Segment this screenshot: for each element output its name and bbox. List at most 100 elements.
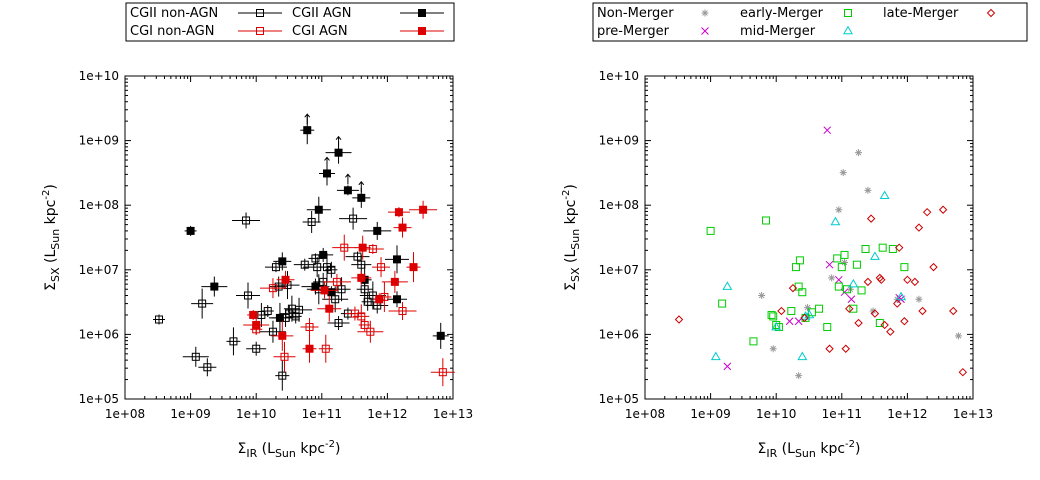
series-cgii-agn (184, 113, 449, 349)
y-tick-label: 1e+05 (79, 392, 119, 406)
data-point (710, 351, 721, 361)
data-point (777, 306, 786, 316)
data-point (762, 216, 771, 225)
y-axis-label: ΣSX (LSun kpc-2) (561, 184, 582, 291)
data-point (155, 315, 164, 324)
legend-marker (256, 9, 264, 17)
x-tick-label: 1e+08 (105, 407, 145, 421)
data-point (922, 207, 932, 217)
legend-label: CGI AGN (292, 24, 348, 39)
data-point (390, 277, 399, 286)
data-point (938, 205, 948, 214)
legend-marker (418, 9, 426, 17)
x-tick-label: 1e+12 (367, 407, 407, 421)
data-point (954, 332, 962, 340)
y-tick-label: 1e+09 (599, 134, 639, 148)
data-point (409, 263, 418, 272)
data-point (280, 352, 289, 361)
legend: Non-Merger pre-Merger early-Merger mid-Merg… (592, 2, 1028, 42)
data-point (210, 282, 219, 291)
data-point (377, 263, 386, 272)
data-point (879, 190, 890, 200)
data-point (795, 256, 804, 265)
data-point (723, 362, 732, 371)
data-point (229, 337, 238, 346)
series-cgii-non-agn (153, 207, 389, 391)
data-point (845, 304, 854, 313)
data-point (268, 284, 277, 293)
x-axis-label: ΣIR (LSun kpc-2) (237, 439, 340, 460)
data-point (864, 186, 872, 194)
y-tick-label: 1e+10 (599, 69, 639, 83)
data-point (249, 310, 258, 319)
data-point (203, 363, 212, 372)
data-point (300, 260, 309, 269)
x-tick-label: 1e+09 (170, 407, 210, 421)
data-point (869, 307, 877, 315)
series-cgi-non-agn (250, 234, 455, 387)
data-point (303, 126, 312, 135)
x-tick-label: 1e+09 (690, 407, 730, 421)
data-point (958, 367, 968, 377)
data-point (191, 352, 200, 361)
legend-marker (986, 8, 996, 18)
data-point (674, 315, 684, 324)
data-point (769, 345, 777, 353)
data-point (795, 372, 803, 380)
data-point (787, 307, 796, 316)
data-point (877, 275, 886, 285)
data-point (915, 295, 923, 303)
data-point (319, 250, 328, 259)
data-point (900, 263, 909, 272)
data-point (438, 368, 447, 377)
data-point (894, 243, 904, 252)
data-point (332, 277, 341, 286)
data-point (869, 251, 880, 260)
data-point (322, 169, 331, 178)
legend-label: late-Merger (883, 6, 959, 21)
data-point (771, 321, 782, 331)
data-point (835, 206, 843, 214)
data-point (281, 275, 290, 284)
data-point (863, 277, 873, 287)
data-point (785, 317, 794, 326)
y-axis-label: ΣSX (LSun kpc-2) (41, 184, 62, 291)
data-point (772, 320, 781, 329)
data-point (828, 274, 836, 282)
data-point (392, 295, 401, 304)
data-point (722, 281, 733, 290)
data-point (870, 309, 880, 318)
x-tick-label: 1e+13 (953, 407, 993, 421)
data-point (322, 263, 331, 272)
data-point (852, 260, 861, 269)
data-point (375, 295, 384, 304)
data-point (360, 320, 369, 329)
data-point (837, 263, 846, 272)
x-tick-label: 1e+11 (302, 407, 342, 421)
data-point (252, 320, 261, 329)
data-point (798, 288, 807, 297)
y-tick-label: 1e+08 (599, 198, 639, 212)
data-point (263, 307, 272, 316)
upper-limit-arrow (345, 173, 351, 185)
data-point (847, 295, 856, 304)
legend-marker (418, 27, 426, 35)
data-point (825, 344, 834, 353)
right-chart: 1e+08 1e+09 1e+10 1e+11 1e+12 1e+13 1e+05 1e+06… (561, 2, 1028, 460)
data-point (903, 275, 912, 285)
data-point (350, 309, 359, 318)
data-point (861, 244, 870, 253)
data-point (929, 262, 938, 272)
data-point (857, 286, 866, 295)
data-point (419, 205, 428, 214)
data-point (337, 285, 346, 294)
legend-marker (701, 9, 709, 17)
data-point (305, 344, 314, 353)
upper-limit-arrow (335, 135, 342, 147)
data-point (436, 331, 445, 340)
data-point (791, 263, 800, 272)
data-point (278, 331, 287, 340)
data-point (373, 226, 382, 235)
data-point (840, 250, 849, 259)
series-mid-merger (710, 190, 907, 361)
